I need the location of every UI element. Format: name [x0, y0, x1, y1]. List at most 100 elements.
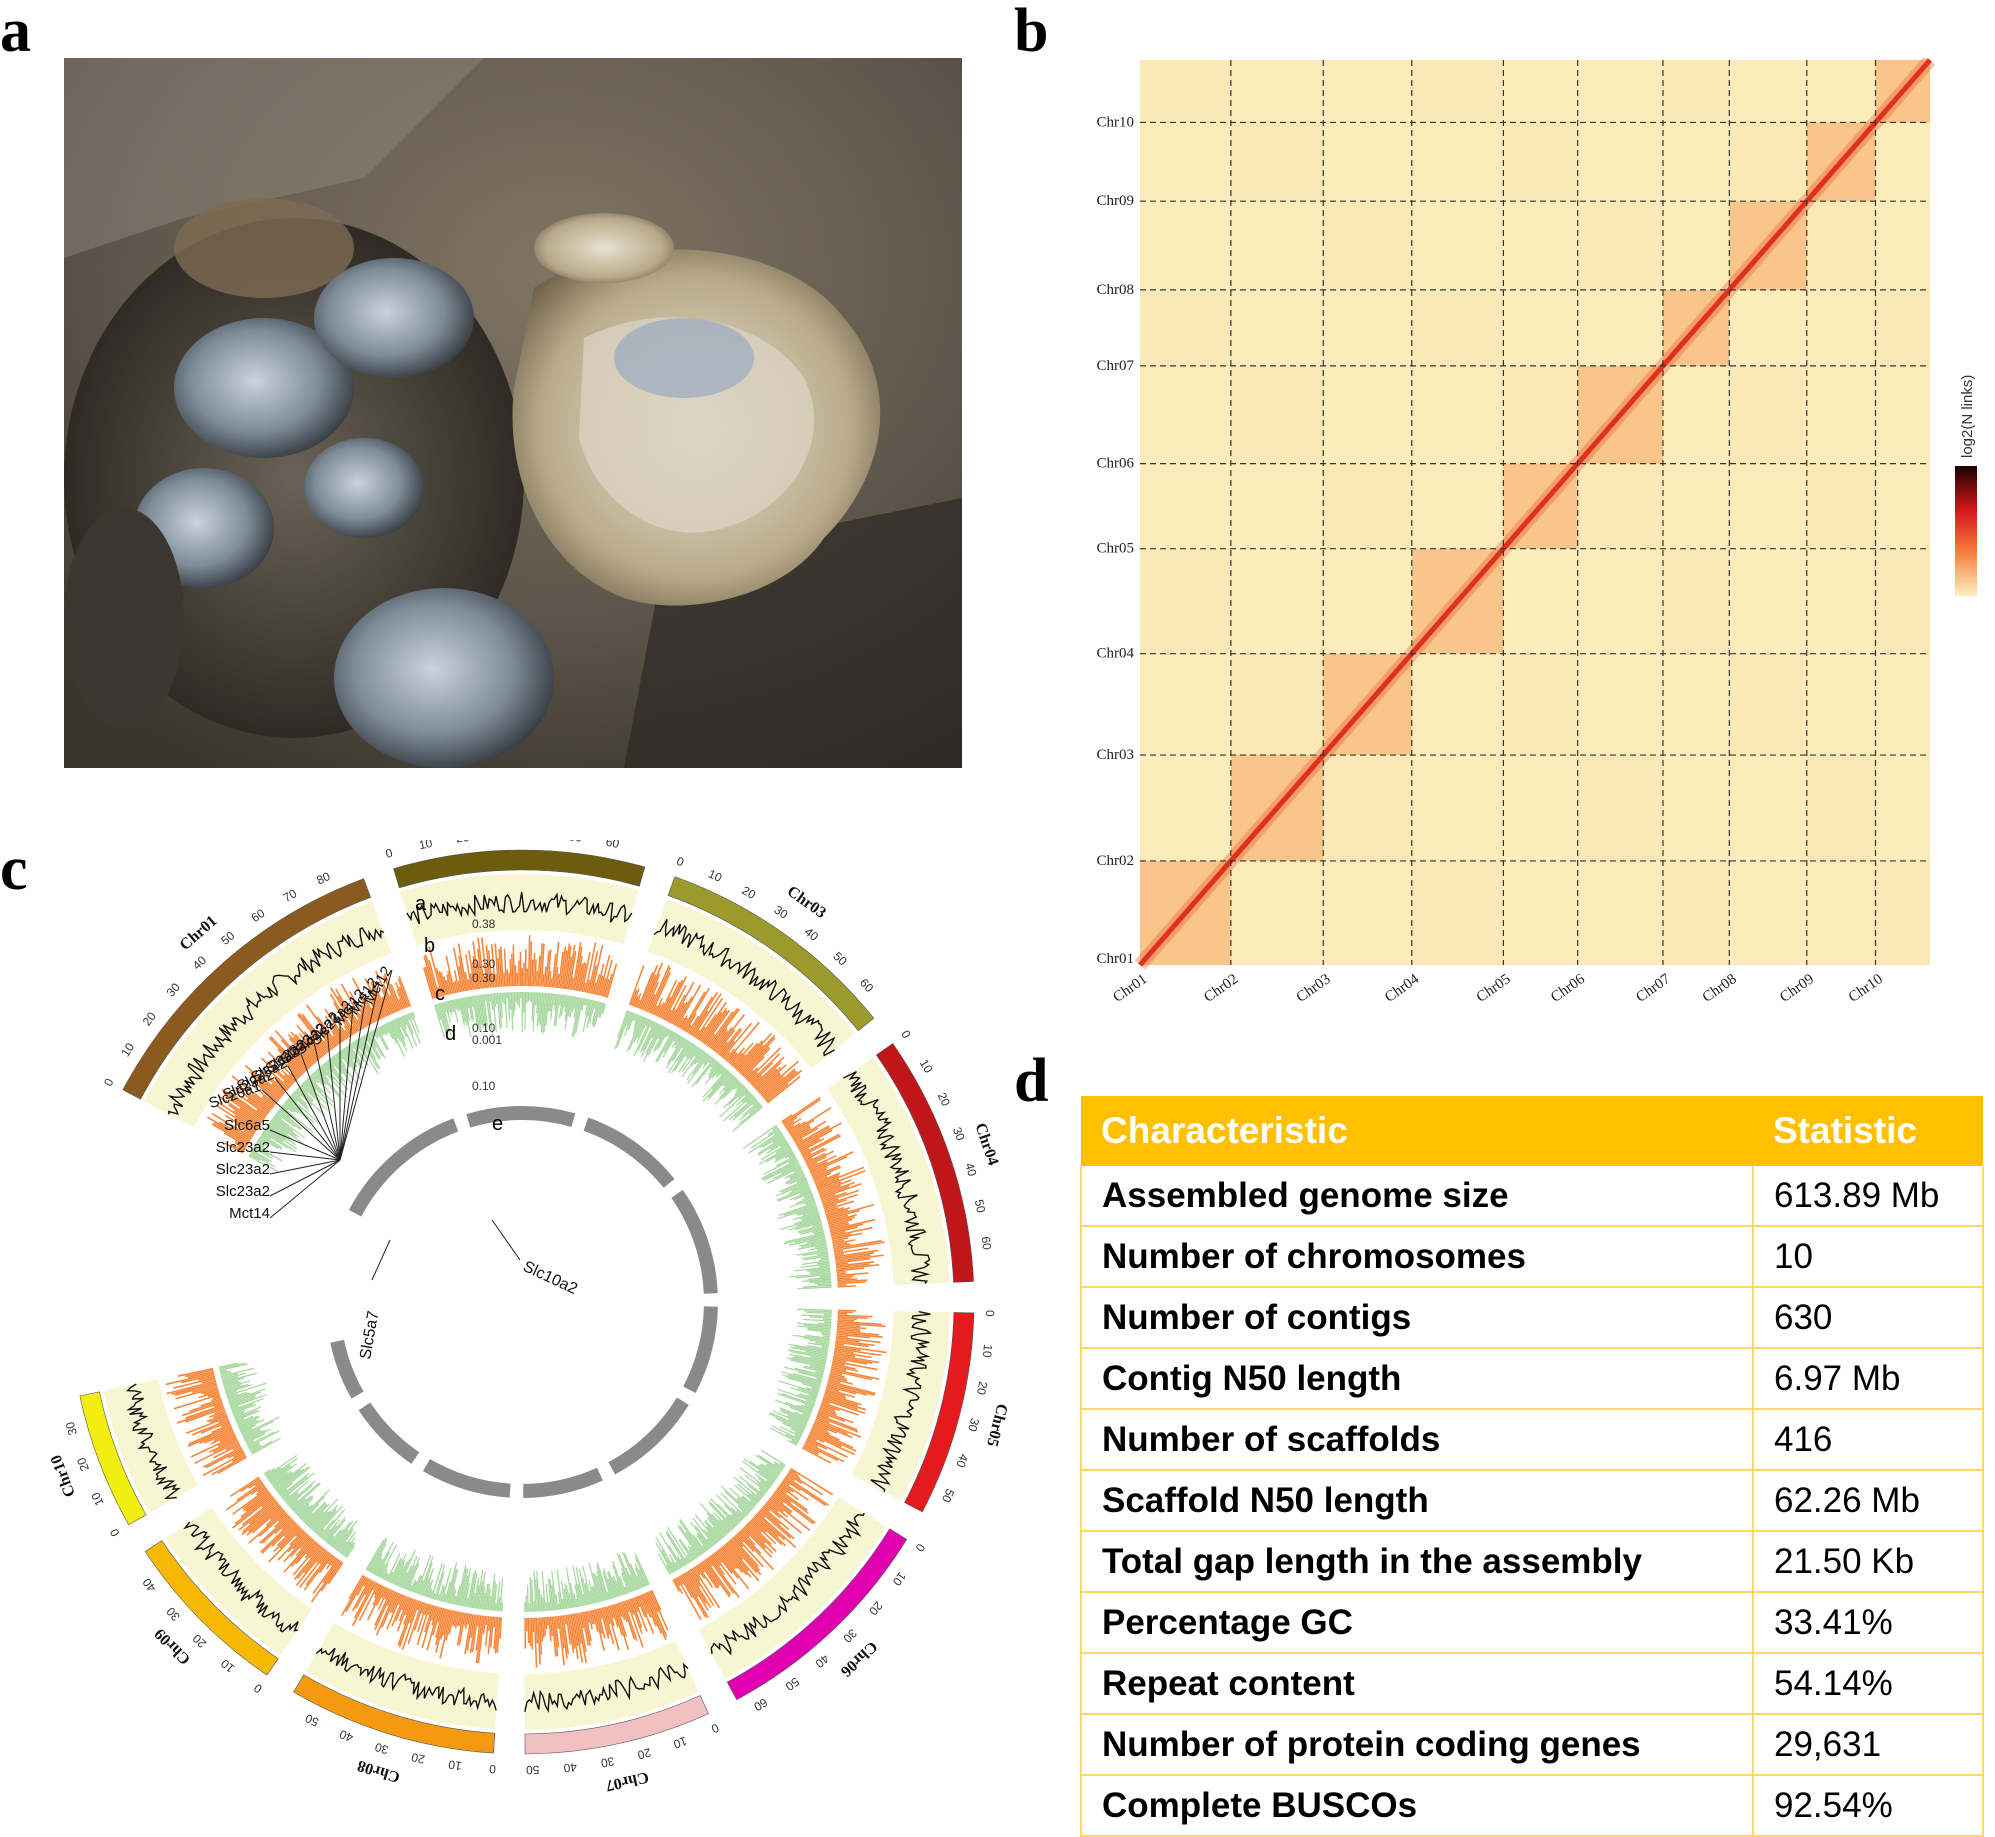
repeat-density-bar: [585, 998, 588, 1006]
repeat-density-bar: [789, 1171, 805, 1180]
repeat-density-bar: [496, 992, 501, 1030]
gene-density-bar: [463, 1613, 468, 1627]
repeat-density-bar: [663, 1032, 677, 1053]
chromosome-tick-label: 50: [526, 1763, 540, 1777]
repeat-density-bar: [668, 1544, 683, 1568]
chromosome-tick-label: 0: [912, 1541, 928, 1554]
chromosome-tick-label: 20: [410, 1750, 426, 1767]
repeat-density-bar: [330, 1521, 351, 1547]
repeat-density-bar: [783, 1203, 817, 1216]
repeat-density-bar: [732, 1099, 758, 1121]
repeat-density-bar: [342, 1048, 357, 1069]
gene-density-bar: [819, 1185, 850, 1198]
repeat-density-bar: [450, 1587, 456, 1604]
repeat-density-bar: [379, 1026, 385, 1035]
gene-density-bar: [189, 1399, 223, 1413]
chromosome-tick-label: 0: [983, 1310, 997, 1317]
gene-density-bar: [837, 1314, 873, 1318]
gene-density-bar: [681, 991, 706, 1031]
repeat-density-bar: [718, 1519, 731, 1533]
gene-density-bar: [668, 1008, 677, 1023]
repeat-density-bar: [667, 1030, 673, 1037]
panel-letter-c: c: [0, 835, 28, 903]
chromosome-ideogram: [393, 849, 646, 889]
gene-density-bar: [213, 1402, 224, 1408]
repeat-density-bar: [787, 1374, 822, 1385]
repeat-density-bar: [668, 1554, 679, 1571]
gene-density-bar: [575, 1613, 582, 1644]
repeat-density-bar: [273, 1115, 294, 1132]
gene-density-bar: [335, 988, 362, 1031]
characteristic-cell: Number of scaffolds: [1080, 1409, 1754, 1471]
repeat-density-bar: [792, 1373, 822, 1382]
gene-density-bar: [721, 1041, 735, 1058]
repeat-density-bar: [263, 1129, 297, 1153]
repeat-density-bar: [271, 1470, 292, 1486]
gene-density-bar: [745, 1524, 766, 1544]
gene-density-bar: [317, 1042, 327, 1055]
gene-density-bar: [637, 972, 654, 1009]
gene-density-bar: [680, 1017, 689, 1030]
hic-x-label: Chr01: [1110, 971, 1150, 1006]
repeat-density-bar: [283, 1494, 291, 1501]
repeat-density-bar: [435, 1572, 445, 1601]
repeat-density-bar: [780, 1426, 802, 1438]
repeat-density-bar: [294, 1495, 314, 1514]
hic-offdiag-cell: [1230, 122, 1324, 202]
repeat-density-bar: [806, 1345, 829, 1350]
repeat-density-bar: [775, 1181, 809, 1197]
hic-offdiag-cell: [1411, 201, 1504, 290]
gene-density-bar: [600, 977, 607, 997]
gene-density-bar: [488, 1616, 492, 1631]
gene-density-bar: [833, 1239, 882, 1250]
gene-density-bar: [833, 1249, 844, 1253]
gene-label: Slc23a2: [216, 1183, 270, 1200]
table-row: Scaffold N50 length 62.26 Mb: [1080, 1470, 1984, 1532]
chromosome-tick-label: 50: [830, 949, 850, 969]
hic-offdiag-cell: [1729, 860, 1807, 965]
gene-density-bar: [789, 1106, 832, 1135]
gene-density-bar: [494, 1617, 499, 1654]
repeat-density-bar: [253, 1145, 270, 1157]
repeat-density-bar: [708, 1502, 734, 1530]
gene-density-bar: [256, 1109, 267, 1118]
repeat-density-bar: [728, 1087, 747, 1106]
characteristic-cell: Complete BUSCOs: [1080, 1775, 1754, 1837]
repeat-density-bar: [545, 1602, 548, 1612]
gene-density-bar: [835, 1257, 871, 1264]
repeat-density-bar: [490, 1573, 496, 1611]
repeat-density-bar: [602, 1568, 614, 1599]
chromosome-tick-label: 10: [218, 1656, 237, 1675]
gene-density-bar: [458, 1612, 463, 1627]
hic-offdiag-cell: [1577, 653, 1663, 756]
repeat-density-bar: [806, 1311, 832, 1315]
repeat-density-bar: [764, 1464, 780, 1476]
gene-density-bar: [831, 1364, 859, 1372]
repeat-density-bar: [411, 1011, 416, 1019]
gene-density-bar: [648, 964, 671, 1013]
gene-density-bar: [203, 1429, 234, 1444]
gene-density-bar: [837, 1285, 856, 1288]
repeat-density-bar: [539, 992, 544, 1025]
repeat-density-bar: [665, 1530, 689, 1565]
gene-density-bar: [560, 1615, 568, 1659]
chromosome-tick-label: 0: [101, 1076, 117, 1089]
repeat-density-bar: [575, 997, 584, 1034]
gene-density-bar: [331, 1030, 342, 1044]
gene-density-bar: [821, 1400, 830, 1405]
gene-density-bar: [825, 1388, 856, 1398]
gene-density-bar: [337, 995, 360, 1032]
gene-density-bar: [232, 1445, 241, 1451]
repeat-density-bar: [523, 992, 525, 1013]
repeat-density-bar: [708, 1062, 720, 1076]
repeat-density-bar: [607, 1578, 615, 1599]
gene-density-bar: [421, 1605, 436, 1648]
repeat-density-bar: [397, 1017, 408, 1038]
repeat-density-bar: [302, 1081, 317, 1096]
repeat-density-bar: [453, 1595, 457, 1605]
repeat-density-bar: [445, 1562, 458, 1603]
gene-density-bar: [185, 1407, 225, 1423]
repeat-density-bar: [343, 1047, 358, 1068]
gene-density-bar: [562, 943, 571, 989]
repeat-density-bar: [250, 1444, 262, 1453]
